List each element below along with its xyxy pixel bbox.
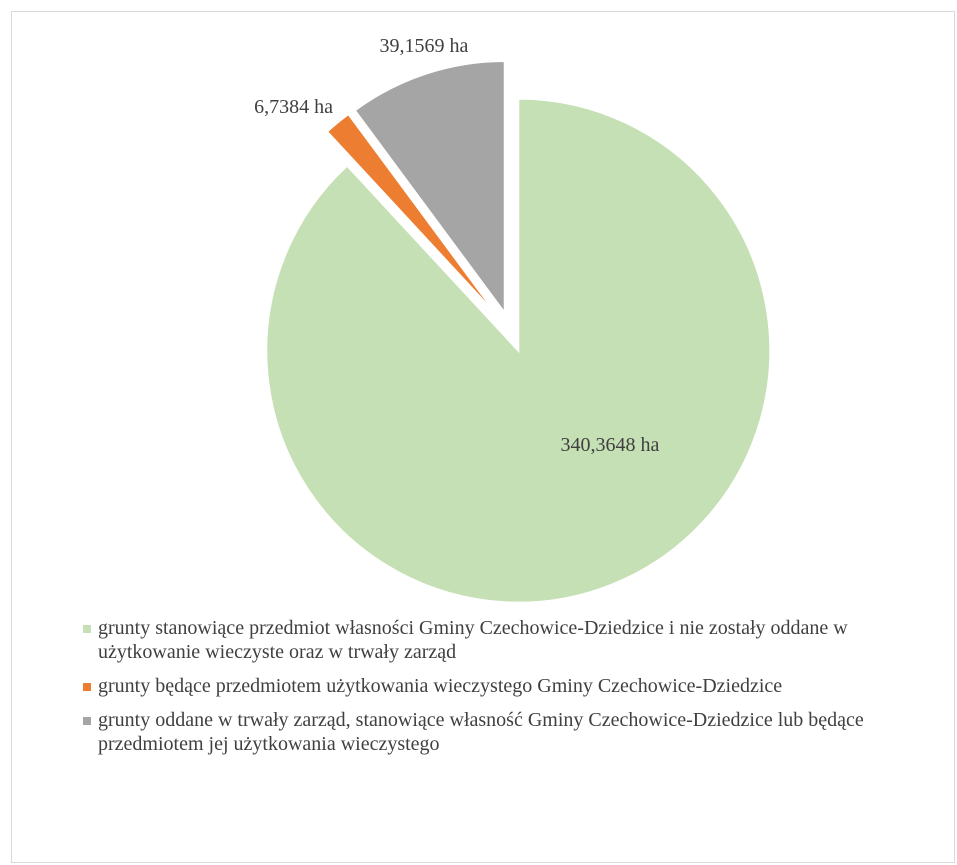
- slice-permanent-management: [353, 60, 506, 317]
- legend-swatch-green: [83, 625, 91, 633]
- legend-item-own-land: grunty stanowiące przedmiot własności Gm…: [80, 616, 930, 664]
- legend-swatch-gray: [83, 717, 91, 725]
- legend-swatch-orange: [83, 683, 91, 691]
- data-label-permanent-management: 39,1569 ha: [380, 35, 469, 57]
- data-label-perpetual-usufruct: 6,7384 ha: [254, 96, 333, 118]
- legend-item-permanent-management: grunty oddane w trwały zarząd, stanowiąc…: [80, 708, 930, 756]
- legend-item-perpetual-usufruct: grunty będące przedmiotem użytkowania wi…: [80, 674, 930, 698]
- data-label-own-land: 340,3648 ha: [561, 434, 660, 456]
- legend: grunty stanowiące przedmiot własności Gm…: [80, 616, 930, 766]
- legend-label: grunty stanowiące przedmiot własności Gm…: [98, 617, 848, 663]
- legend-label: grunty będące przedmiotem użytkowania wi…: [98, 675, 783, 697]
- slice-own-land: [265, 97, 772, 604]
- pie-chart: 340,3648 ha 6,7384 ha 39,1569 ha: [254, 35, 772, 604]
- slice-perpetual-usufruct: [325, 112, 500, 318]
- legend-label: grunty oddane w trwały zarząd, stanowiąc…: [98, 709, 864, 755]
